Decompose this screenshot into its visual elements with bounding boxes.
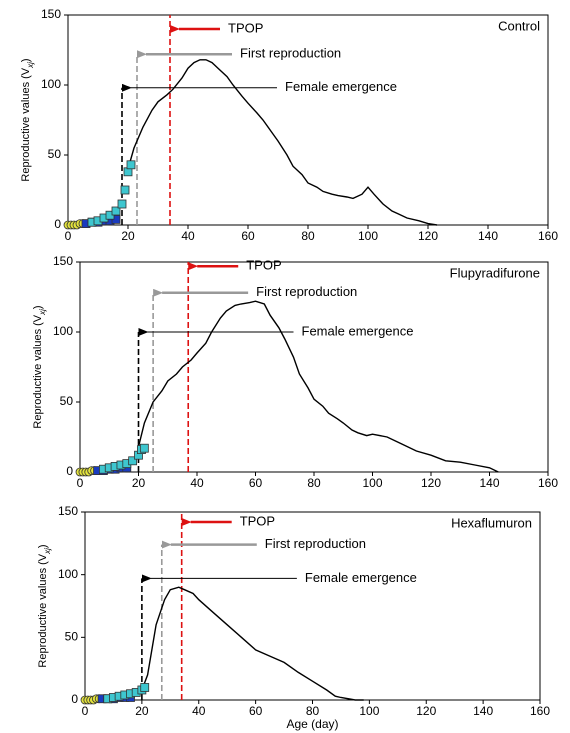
x-tick-label: 0 xyxy=(77,476,84,490)
y-tick-label: 100 xyxy=(41,77,61,91)
x-tick-label: 60 xyxy=(249,704,263,718)
x-tick-label: 80 xyxy=(307,476,321,490)
x-tick-label: 40 xyxy=(190,476,204,490)
panel-label: Flupyradifurone xyxy=(450,265,540,280)
annotation-label: TPOP xyxy=(246,258,281,273)
y-label-subscript: xj xyxy=(38,309,47,316)
y-axis-label: Reproductive values (Vxj) xyxy=(20,58,35,181)
y-tick-label: 100 xyxy=(58,567,78,581)
annotation-label: First reproduction xyxy=(256,284,357,299)
y-tick-label: 150 xyxy=(58,504,78,518)
x-axis-label: Age (day) xyxy=(286,717,338,731)
x-tick-label: 160 xyxy=(538,476,558,490)
stage-marker xyxy=(128,456,138,466)
y-tick-label: 100 xyxy=(53,324,73,338)
y-axis-label: Reproductive values (Vxj) xyxy=(37,544,52,667)
stage-marker xyxy=(140,683,150,692)
x-tick-label: 40 xyxy=(192,704,206,718)
stage-marker xyxy=(120,185,130,195)
x-tick-label: 120 xyxy=(418,229,438,243)
x-tick-label: 100 xyxy=(362,476,382,490)
x-tick-label: 0 xyxy=(65,229,72,243)
y-tick-label: 150 xyxy=(53,254,73,268)
reproductive-value-line xyxy=(137,300,499,473)
x-tick-label: 140 xyxy=(479,476,499,490)
annotation-label: TPOP xyxy=(228,20,263,35)
panel-label: Control xyxy=(498,18,540,33)
x-tick-label: 100 xyxy=(358,229,378,243)
annotation-label: Female emergence xyxy=(302,323,414,338)
x-tick-label: 80 xyxy=(306,704,320,718)
reproductive-value-line xyxy=(141,586,364,701)
y-tick-label: 50 xyxy=(65,630,79,644)
panel-label: Hexaflumuron xyxy=(451,515,532,530)
y-label-close: ) xyxy=(20,58,32,62)
x-tick-label: 60 xyxy=(241,229,255,243)
y-tick-label: 50 xyxy=(48,147,62,161)
y-tick-label: 0 xyxy=(66,464,73,478)
annotation-label: Female emergence xyxy=(285,79,397,94)
x-tick-label: 20 xyxy=(121,229,135,243)
x-tick-label: 80 xyxy=(301,229,315,243)
x-tick-label: 40 xyxy=(181,229,195,243)
annotation-label: TPOP xyxy=(240,513,275,528)
x-tick-label: 140 xyxy=(478,229,498,243)
y-label-subscript: xj xyxy=(26,62,35,69)
annotation-label: First reproduction xyxy=(240,46,341,61)
x-tick-label: 100 xyxy=(359,704,379,718)
y-tick-label: 150 xyxy=(41,7,61,21)
x-tick-label: 160 xyxy=(530,704,550,718)
stage-marker xyxy=(117,199,127,209)
y-label-close: ) xyxy=(32,305,44,309)
annotation-label: First reproduction xyxy=(265,536,366,551)
x-tick-label: 20 xyxy=(132,476,146,490)
y-label-close: ) xyxy=(37,544,49,548)
x-tick-label: 120 xyxy=(416,704,436,718)
reproductive-value-line xyxy=(127,59,438,226)
stage-marker xyxy=(111,206,121,216)
x-tick-label: 0 xyxy=(82,704,89,718)
stage-marker xyxy=(126,160,136,170)
y-tick-label: 0 xyxy=(54,217,61,231)
y-label-text: Reproductive values (V xyxy=(37,553,49,667)
y-label-text: Reproductive values (V xyxy=(32,314,44,428)
annotation-label: Female emergence xyxy=(305,570,417,585)
x-tick-label: 20 xyxy=(135,704,149,718)
x-tick-label: 120 xyxy=(421,476,441,490)
y-label-subscript: xj xyxy=(43,548,52,555)
y-tick-label: 0 xyxy=(71,692,78,706)
x-tick-label: 160 xyxy=(538,229,558,243)
x-tick-label: 60 xyxy=(249,476,263,490)
x-tick-label: 140 xyxy=(473,704,493,718)
y-tick-label: 50 xyxy=(60,394,74,408)
y-axis-label: Reproductive values (Vxj) xyxy=(32,305,47,428)
y-label-text: Reproductive values (V xyxy=(20,67,32,181)
stage-marker xyxy=(139,443,149,453)
